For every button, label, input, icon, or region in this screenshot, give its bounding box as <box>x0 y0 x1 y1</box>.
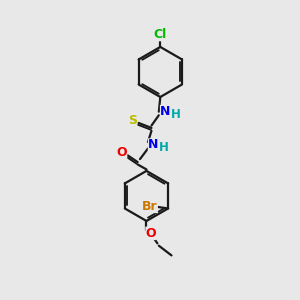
Text: N: N <box>148 139 158 152</box>
Text: H: H <box>159 141 169 154</box>
Text: O: O <box>146 227 156 240</box>
Text: Br: Br <box>142 200 158 213</box>
Text: N: N <box>160 105 170 118</box>
Text: H: H <box>171 108 181 121</box>
Text: O: O <box>116 146 127 159</box>
Text: S: S <box>128 114 137 127</box>
Text: Cl: Cl <box>154 28 167 41</box>
